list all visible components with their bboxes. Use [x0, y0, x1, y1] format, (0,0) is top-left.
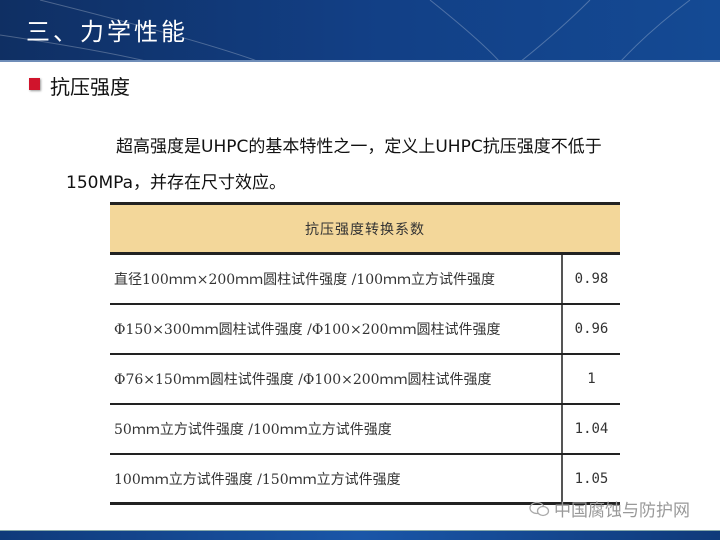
page-title: 三、力学性能: [26, 18, 188, 46]
section-title: 抗压强度: [50, 75, 130, 99]
row-label: Φ76×150ｍｍ圆柱试件强度 /Φ100×200ｍｍ圆柱试件强度: [110, 355, 563, 403]
row-value: 1: [587, 371, 596, 387]
row-label: Φ150×300ｍｍ圆柱试件强度 /Φ100×200ｍｍ圆柱试件强度: [110, 305, 563, 353]
row-value: 1.05: [574, 470, 609, 487]
row-label: 50ｍｍ立方试件强度 /100ｍｍ立方试件强度: [110, 405, 563, 453]
row-value: 0.98: [574, 271, 609, 287]
decorative-arcs: [0, 0, 691, 60]
row-label: 100ｍｍ立方试件强度 /150ｍｍ立方试件强度: [110, 455, 563, 502]
wechat-icon: [529, 501, 550, 516]
table-row: Φ150×300ｍｍ圆柱试件强度 /Φ100×200ｍｍ圆柱试件强度 0.96: [110, 305, 620, 355]
title-banner: 三、力学性能: [0, 0, 720, 62]
footer-band: [0, 530, 720, 540]
table-row: Φ76×150ｍｍ圆柱试件强度 /Φ100×200ｍｍ圆柱试件强度 1: [110, 355, 620, 405]
table-row: 50ｍｍ立方试件强度 /100ｍｍ立方试件强度 1.04: [110, 405, 620, 455]
row-label: 直径100ｍｍ×200ｍｍ圆柱试件强度 /100ｍｍ立方试件强度: [110, 255, 563, 303]
row-value: 0.96: [574, 321, 609, 337]
row-value: 1.04: [574, 421, 609, 437]
body-text-line: 150MPa，并存在尺寸效应。: [66, 173, 287, 193]
watermark-text: 中国腐蚀与防护网: [554, 501, 690, 521]
bullet-square-icon: [29, 78, 40, 90]
conversion-table: 抗压强度转换系数 直径100ｍｍ×200ｍｍ圆柱试件强度 /100ｍｍ立方试件强…: [110, 202, 620, 505]
body-text-line: 超高强度是UHPC的基本特性之一，定义上UHPC抗压强度不低于: [116, 137, 602, 157]
table-header: 抗压强度转换系数: [110, 205, 620, 255]
table-row: 100ｍｍ立方试件强度 /150ｍｍ立方试件强度 1.05: [110, 455, 620, 505]
watermark: 中国腐蚀与防护网: [528, 496, 690, 521]
table-row: 直径100ｍｍ×200ｍｍ圆柱试件强度 /100ｍｍ立方试件强度 0.98: [110, 255, 620, 305]
